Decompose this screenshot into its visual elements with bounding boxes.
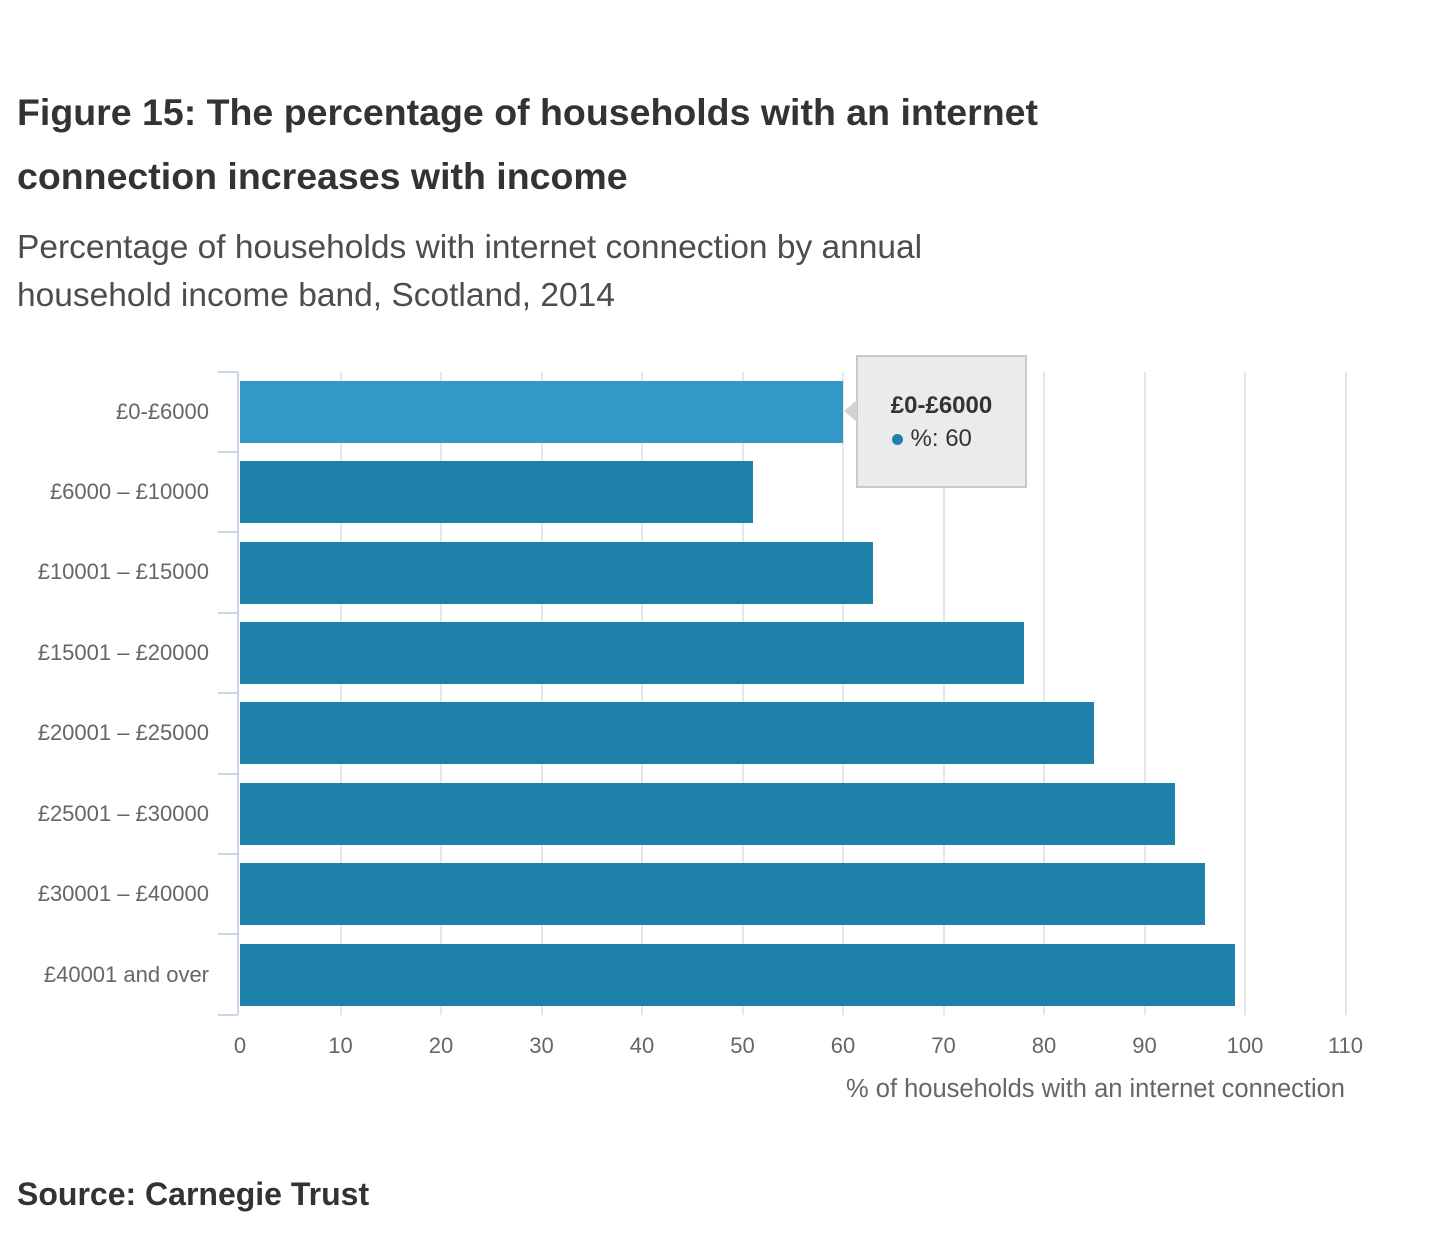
gridline-100 (1244, 371, 1246, 1015)
y-axis-tick (218, 933, 238, 936)
x-axis-label: 40 (629, 1032, 655, 1058)
gridline-10 (339, 371, 342, 1015)
y-axis-line (237, 371, 239, 1015)
x-axis-label: 0 (233, 1032, 247, 1058)
x-axis-title: % of households with an internet connect… (846, 1075, 1345, 1103)
tooltip: £0-£6000 %: 60 (844, 355, 1027, 488)
bar-£6000 – £10000[interactable] (240, 461, 753, 524)
y-axis-label: £40001 and over (43, 961, 209, 987)
y-axis-tick (218, 370, 238, 373)
tooltip-arrow-icon (844, 399, 857, 422)
x-axis-label: 50 (730, 1032, 755, 1058)
y-axis-label: £25001 – £30000 (37, 800, 209, 826)
bar-£15001 – £20000[interactable] (240, 621, 1024, 684)
x-axis-label: 60 (830, 1032, 856, 1058)
y-axis-label: £30001 – £40000 (37, 881, 209, 907)
tooltip-title: £0-£6000 (890, 391, 993, 419)
y-axis-tick (218, 1013, 238, 1016)
series-marker-icon (891, 434, 903, 446)
bar-£20001 – £25000[interactable] (240, 702, 1095, 765)
y-axis-tick (218, 692, 238, 695)
x-axis-label: 80 (1031, 1032, 1057, 1058)
y-axis-label: £0-£6000 (116, 398, 209, 424)
bar-£30001 – £40000[interactable] (240, 863, 1205, 926)
x-axis-label: 20 (428, 1032, 454, 1058)
x-axis-label: 30 (529, 1032, 554, 1058)
y-axis-tick (218, 852, 238, 855)
y-axis-tick (218, 531, 238, 534)
gridline-20 (440, 371, 442, 1015)
tooltip-value: 60 (945, 425, 972, 453)
y-axis-label: £15001 – £20000 (37, 639, 209, 665)
bar-£0-£6000[interactable] (240, 380, 843, 443)
x-axis-label: 90 (1132, 1032, 1157, 1058)
x-axis-label: 100 (1226, 1032, 1264, 1058)
x-axis-label: 10 (328, 1032, 353, 1058)
chart-subtitle-line-1: Percentage of households with internet c… (17, 229, 923, 266)
y-axis-label: £6000 – £10000 (49, 479, 209, 505)
y-axis-label: £20001 – £25000 (37, 720, 209, 746)
bar-£25001 – £30000[interactable] (240, 782, 1175, 845)
x-axis-label: 110 (1327, 1032, 1364, 1058)
y-axis-label: £10001 – £15000 (37, 559, 209, 585)
chart-title-line-1: Figure 15: The percentage of households … (17, 91, 1038, 133)
x-axis-label: 70 (931, 1032, 956, 1058)
y-axis-tick (218, 772, 238, 775)
gridline-30 (540, 371, 543, 1015)
chart-title-line-2: connection increases with income (17, 155, 628, 197)
gridline-80 (1043, 371, 1045, 1015)
gridline-90 (1143, 371, 1146, 1015)
gridline-40 (641, 371, 643, 1015)
y-axis-tick (218, 611, 238, 614)
bar-£10001 – £15000[interactable] (240, 541, 874, 604)
gridline-50 (741, 371, 744, 1015)
tooltip-body: %: 60 (891, 425, 972, 453)
gridline-110 (1344, 371, 1347, 1015)
gridline-70 (942, 371, 945, 1015)
tooltip-series-label: %: (910, 425, 939, 453)
bar-£40001 and over[interactable] (240, 943, 1235, 1006)
y-axis-tick (218, 450, 238, 453)
gridline-60 (842, 371, 844, 1015)
chart-subtitle: Percentage of households with internet c… (17, 224, 1217, 320)
chart-title: Figure 15: The percentage of households … (17, 80, 1217, 208)
chart-subtitle-line-2: household income band, Scotland, 2014 (17, 277, 615, 314)
source-note: Source: Carnegie Trust (17, 1176, 370, 1212)
